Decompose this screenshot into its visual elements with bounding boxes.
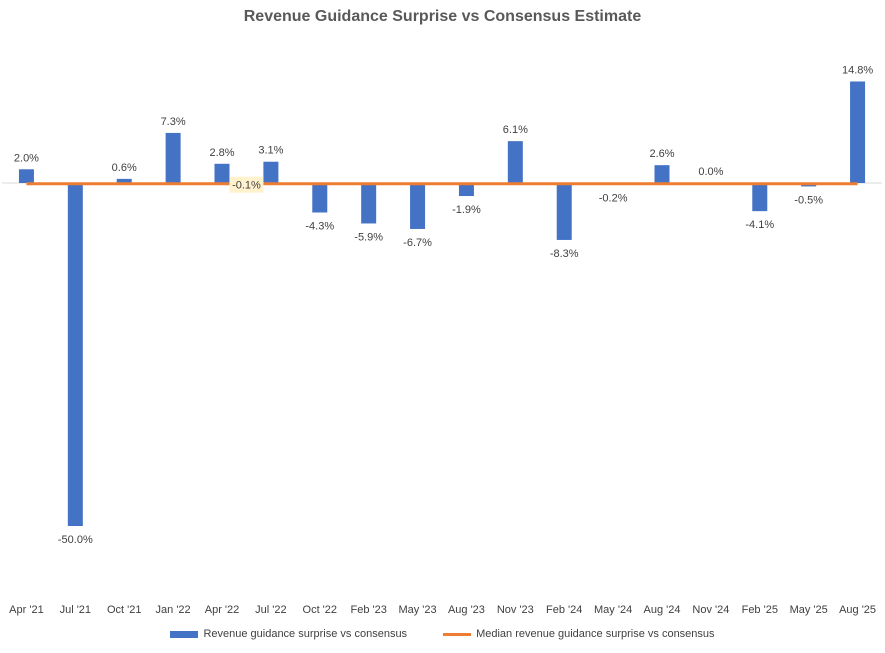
legend-label-bars: Revenue guidance surprise vs consensus bbox=[203, 628, 408, 640]
bar[interactable] bbox=[507, 141, 523, 183]
bar-data-label: 0.6% bbox=[112, 162, 137, 174]
bar[interactable] bbox=[752, 183, 768, 212]
bar-data-label: -4.3% bbox=[305, 221, 334, 233]
x-tick-label: May '24 bbox=[594, 604, 632, 616]
x-tick-label: Jul '22 bbox=[255, 604, 286, 616]
bar-data-label: -0.5% bbox=[794, 194, 823, 206]
bar[interactable] bbox=[214, 163, 230, 183]
legend-line-swatch bbox=[443, 632, 472, 636]
x-tick-label: Feb '25 bbox=[742, 604, 778, 616]
median-data-label: -0.1% bbox=[232, 180, 261, 192]
bar-data-label: 2.8% bbox=[209, 147, 234, 159]
bar-data-label: -50.0% bbox=[58, 534, 93, 546]
x-tick-label: Aug '24 bbox=[644, 604, 681, 616]
bar-data-label: -6.7% bbox=[403, 237, 432, 249]
legend: Revenue guidance surprise vs consensus M… bbox=[0, 628, 885, 640]
x-tick-label: Nov '24 bbox=[692, 604, 729, 616]
bar[interactable] bbox=[18, 169, 34, 183]
bar[interactable] bbox=[361, 183, 377, 224]
x-tick-label: Jul '21 bbox=[60, 604, 91, 616]
bar[interactable] bbox=[263, 161, 279, 183]
bar-data-label: 7.3% bbox=[161, 116, 186, 128]
bar[interactable] bbox=[850, 81, 866, 183]
bar-data-label: 2.6% bbox=[649, 148, 674, 160]
x-tick-label: May '23 bbox=[398, 604, 436, 616]
bar[interactable] bbox=[67, 183, 83, 526]
bar[interactable] bbox=[165, 132, 181, 183]
bar-data-label: 0.0% bbox=[698, 166, 723, 178]
x-tick-label: Jan '22 bbox=[156, 604, 191, 616]
bar-data-label: 6.1% bbox=[503, 124, 528, 136]
bar[interactable] bbox=[556, 183, 572, 240]
x-tick-label: May '25 bbox=[790, 604, 828, 616]
bar[interactable] bbox=[458, 183, 474, 197]
bar-data-label: 14.8% bbox=[842, 64, 873, 76]
bar-data-label: -8.3% bbox=[550, 248, 579, 260]
bar-data-label: -5.9% bbox=[354, 231, 383, 243]
x-tick-label: Feb '24 bbox=[546, 604, 582, 616]
chart-title: Revenue Guidance Surprise vs Consensus E… bbox=[243, 8, 642, 25]
legend-item-bars[interactable]: Revenue guidance surprise vs consensus bbox=[170, 628, 407, 640]
x-axis-ticks-layer: Apr '21 Jul '21 Oct '21 Jan '22 Apr '22 Jul '… bbox=[9, 604, 876, 616]
x-tick-label: Aug '25 bbox=[839, 604, 876, 616]
x-tick-label: Nov '23 bbox=[497, 604, 534, 616]
data-labels-layer: 2.0% -50.0% 0.6% 7.3% 2.8% 3.1% -4.3% -5.9% -6.7… bbox=[14, 64, 873, 546]
bar[interactable] bbox=[410, 183, 426, 229]
legend-bar-swatch bbox=[170, 630, 199, 638]
x-tick-label: Oct '22 bbox=[303, 604, 338, 616]
bar-data-label: -1.9% bbox=[452, 204, 481, 216]
x-tick-label: Apr '21 bbox=[9, 604, 44, 616]
legend-label-median: Median revenue guidance surprise vs cons… bbox=[476, 628, 715, 640]
bar-data-label: 3.1% bbox=[258, 145, 283, 157]
bar-data-label: 2.0% bbox=[14, 152, 39, 164]
x-tick-label: Feb '23 bbox=[350, 604, 386, 616]
bars-layer bbox=[2, 81, 882, 526]
x-tick-label: Oct '21 bbox=[107, 604, 142, 616]
bar[interactable] bbox=[312, 183, 328, 213]
bar[interactable] bbox=[654, 165, 670, 183]
bar-data-label: -0.2% bbox=[599, 192, 628, 204]
bar-data-label: -4.1% bbox=[745, 219, 774, 231]
x-tick-label: Aug '23 bbox=[448, 604, 485, 616]
legend-item-median[interactable]: Median revenue guidance surprise vs cons… bbox=[443, 628, 715, 640]
bar[interactable] bbox=[116, 178, 132, 183]
x-tick-label: Apr '22 bbox=[205, 604, 240, 616]
median-label-background bbox=[229, 176, 264, 193]
